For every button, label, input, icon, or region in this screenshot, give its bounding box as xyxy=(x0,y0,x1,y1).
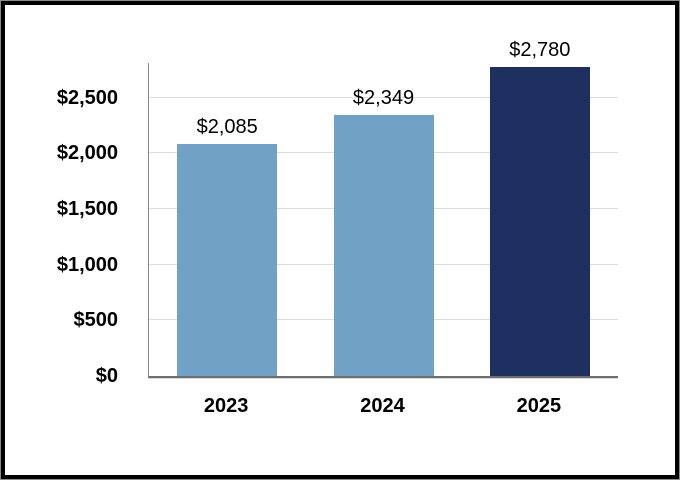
plot-area: $2,085 $2,349 $2,780 xyxy=(148,39,618,378)
bar-value-label: $2,085 xyxy=(196,115,258,138)
y-axis-label: $1,500 xyxy=(56,198,118,221)
y-axis-label: $500 xyxy=(73,309,119,332)
bar-2024 xyxy=(333,114,434,376)
y-axis-label: $0 xyxy=(95,365,118,387)
bar-value-label: $2,780 xyxy=(509,38,571,61)
bar-2025 xyxy=(489,66,590,376)
gridline xyxy=(149,96,618,98)
x-axis-label: 2025 xyxy=(516,395,562,417)
x-axis-label: 2024 xyxy=(360,395,405,417)
bar-value-label: $2,349 xyxy=(352,86,415,109)
y-axis-label: $2,500 xyxy=(56,86,118,109)
bar-2023 xyxy=(177,143,278,376)
x-axis-label: 2023 xyxy=(203,395,249,417)
y-axis-label: $1,000 xyxy=(56,253,118,276)
x-axis: 2023 2024 2025 xyxy=(148,394,618,420)
y-axis-label: $2,000 xyxy=(56,142,118,165)
y-axis: $0 $500 $1,000 $1,500 $2,000 $2,500 xyxy=(5,63,119,387)
